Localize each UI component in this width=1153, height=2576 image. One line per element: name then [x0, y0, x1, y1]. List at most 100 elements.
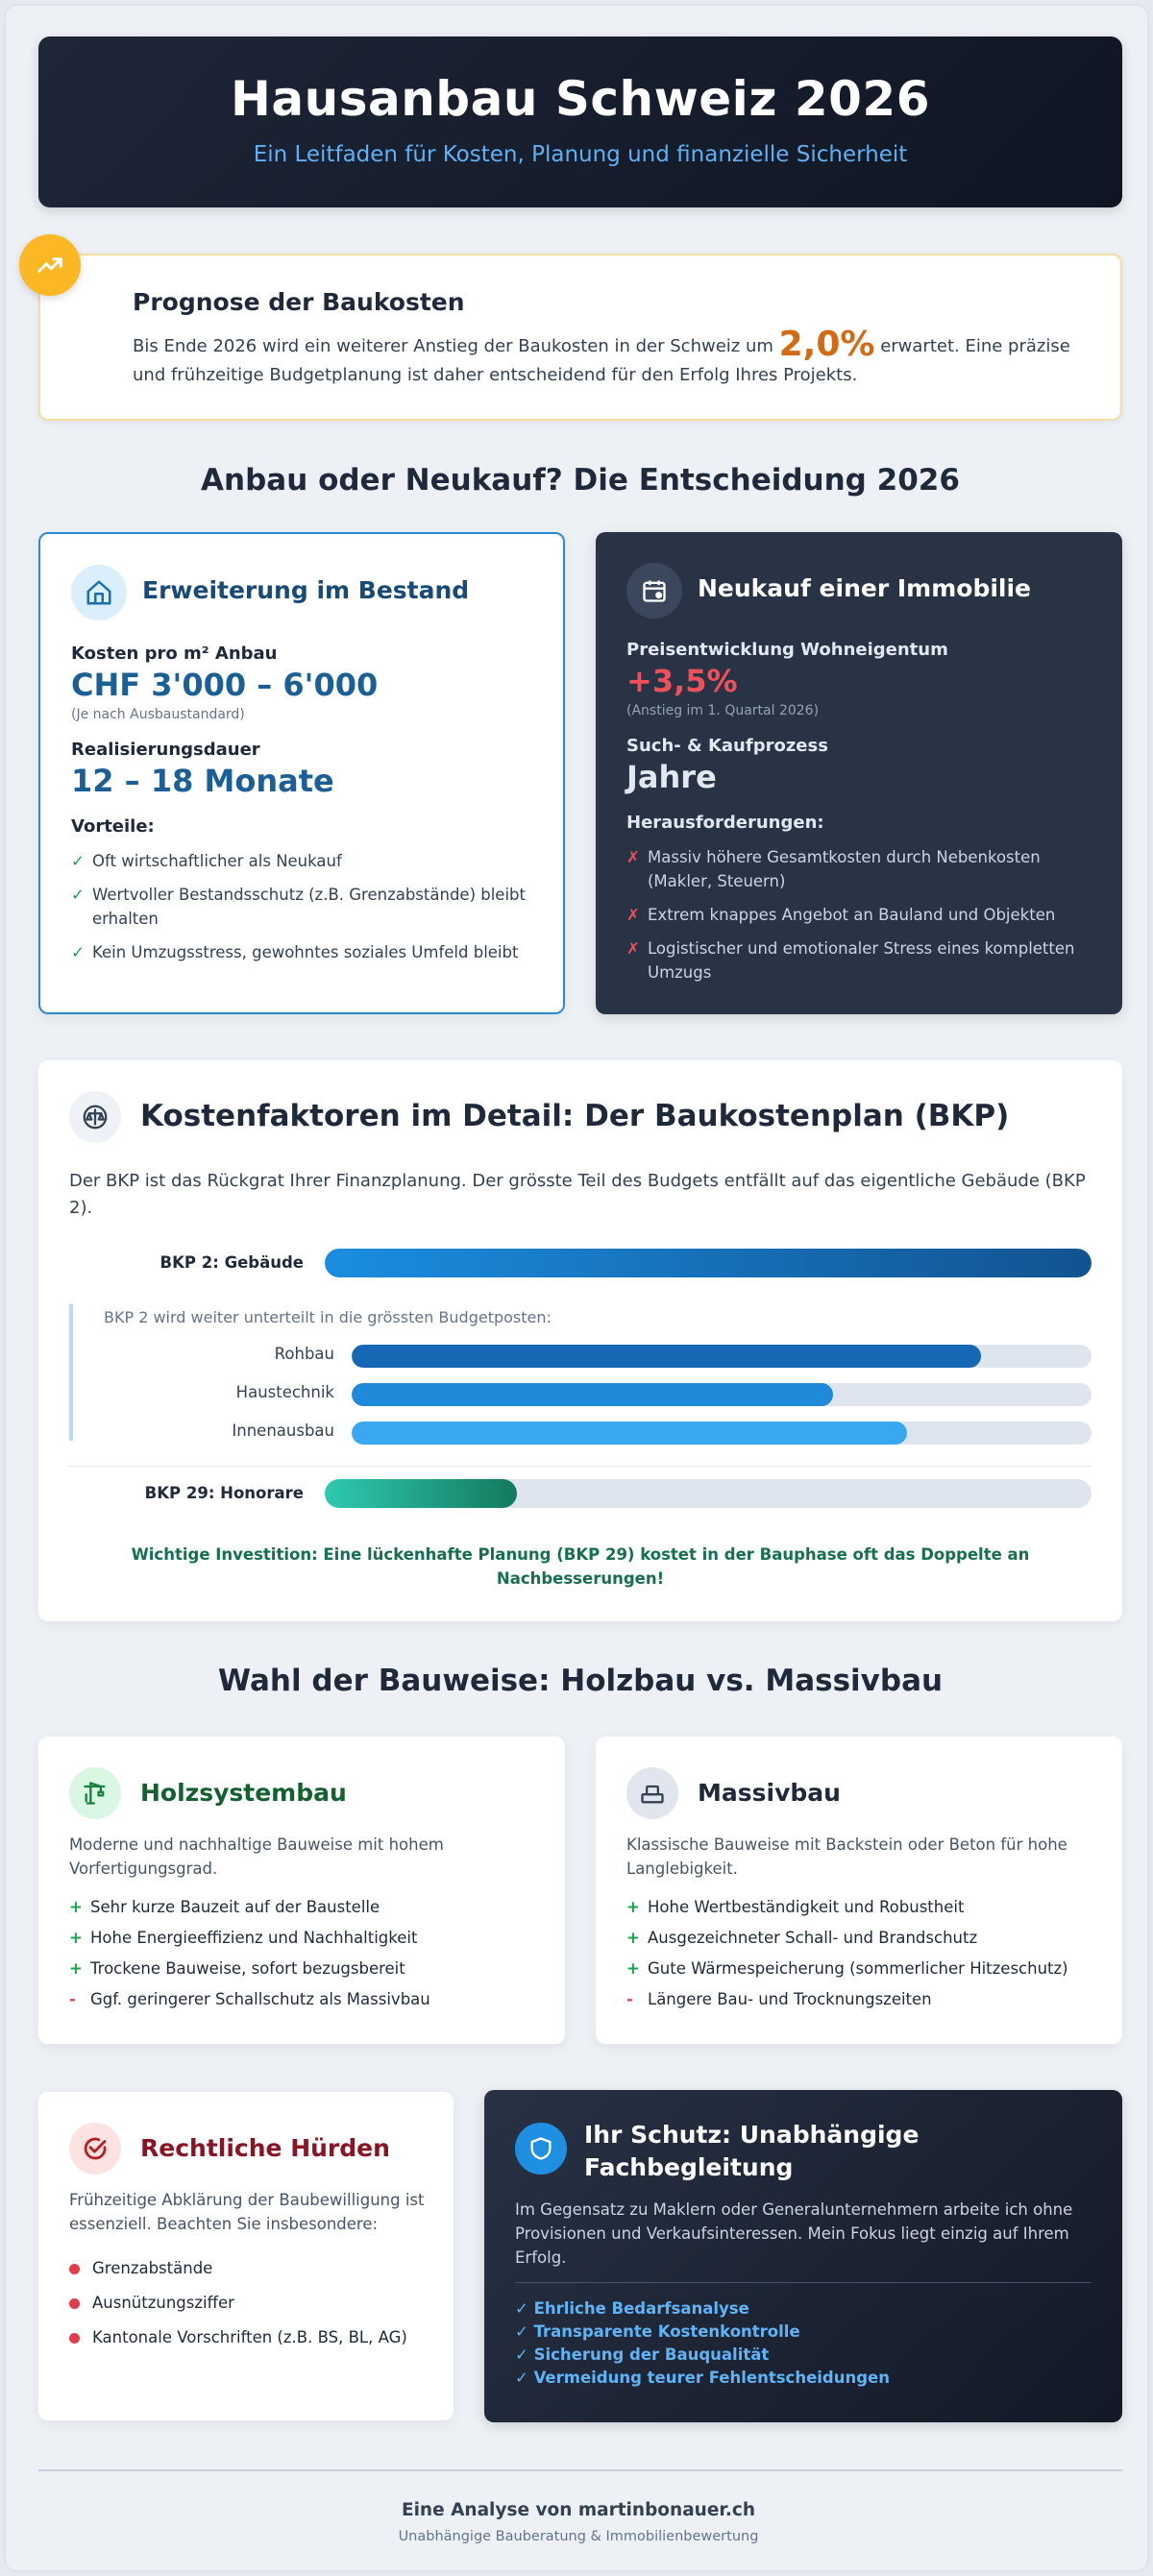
bkp-card: Kostenfaktoren im Detail: Der Baukostenp… [38, 1060, 1122, 1621]
forecast-text-before: Bis Ende 2026 wird ein weiterer Anstieg … [133, 336, 773, 356]
protection-card: Ihr Schutz: Unabhängige Fachbegleitung I… [484, 2090, 1122, 2422]
extension-title: Erweiterung im Bestand [142, 576, 470, 604]
forecast-text-after: erwartet. Eine präzise und frühzeitige B… [133, 336, 1070, 385]
wood-desc: Moderne und nachhaltige Bauweise mit hoh… [69, 1835, 444, 1878]
solid-title: Massivbau [698, 1779, 841, 1807]
purchase-cons-label: Herausforderungen: [626, 813, 824, 833]
list-item: Grenzabstände [69, 2251, 407, 2286]
list-item: + Hohe Wertbeständigkeit und Robustheit [626, 1892, 1068, 1923]
bkp-intro: Der BKP ist das Rückgrat Ihrer Finanzpla… [69, 1171, 1086, 1218]
list-item: - Längere Bau- und Trocknungszeiten [626, 1984, 1068, 2015]
list-item: ✗ Extrem knappes Angebot an Bauland und O… [626, 903, 1078, 927]
check-icon: ✓ [71, 943, 85, 961]
bkp-sub-bar-track [352, 1422, 1092, 1445]
list-item: + Hohe Energieeffizienz und Nachhaltigkei… [69, 1923, 430, 1954]
bkp-sub-bar-fill [352, 1383, 833, 1406]
bkp-main-bar-track [325, 1249, 1092, 1277]
protection-title: Ihr Schutz: Unabhängige Fachbegleitung [584, 2121, 920, 2181]
page-title: Hausanbau Schweiz 2026 [231, 71, 930, 127]
list-item: ✓ Oft wirtschaftlicher als Neukauf [71, 849, 542, 873]
legal-card: Rechtliche Hürden Frühzeitige Abklärung … [38, 2092, 454, 2420]
check-icon: ✓ [71, 852, 85, 870]
page: Hausanbau Schweiz 2026 Ein Leitfaden für… [4, 4, 1149, 2572]
extension-cost-label: Kosten pro m² Anbau [71, 644, 278, 664]
wood-list: + Sehr kurze Bauzeit auf der Baustelle + H… [69, 1892, 430, 2015]
trending-up-icon [19, 234, 81, 296]
sub-section-divider [69, 1304, 73, 1441]
list-item: + Sehr kurze Bauzeit auf der Baustelle [69, 1892, 430, 1923]
extension-cost-value: CHF 3'000 – 6'000 [71, 667, 379, 703]
brick-icon [626, 1767, 678, 1819]
list-item: ✓ Wertvoller Bestandsschutz (z.B. Grenzab… [71, 883, 542, 931]
plus-icon: + [69, 1929, 83, 1947]
plus-icon: + [69, 1898, 83, 1916]
bullet-icon [69, 2298, 80, 2309]
wood-title: Holzsystembau [140, 1779, 347, 1807]
bkp-sub-bar-label: Rohbau [274, 1345, 334, 1363]
footer-title: Eine Analyse von martinbonauer.ch [401, 2500, 756, 2520]
construction-section-title: Wahl der Bauweise: Holzbau vs. Massivbau [217, 1664, 944, 1698]
list-item: ✓ Transparente Kostenkontrolle [515, 2322, 800, 2341]
page-subtitle: Ein Leitfaden für Kosten, Planung und fi… [253, 142, 908, 167]
list-item: + Gute Wärmespeicherung (sommerlicher Hit… [626, 1954, 1068, 1984]
wood-card: Holzsystembau Moderne und nachhaltige Ba… [38, 1737, 565, 2044]
legal-list: Grenzabstände Ausnützungsziffer Kantonal… [69, 2251, 407, 2355]
bullet-icon [69, 2264, 80, 2274]
list-item: ✗ Massiv höhere Gesamtkosten durch Nebenk… [626, 845, 1078, 893]
decision-section-title: Anbau oder Neukauf? Die Entscheidung 202… [201, 463, 960, 498]
extension-card: Erweiterung im Bestand Kosten pro m² Anb… [38, 532, 565, 1014]
bkp-sub-bar-track [352, 1345, 1092, 1368]
bkp-fee-bar-label: BKP 29: Honorare [144, 1484, 304, 1502]
footer-divider [38, 2469, 1122, 2471]
cross-icon: ✗ [626, 939, 640, 958]
solid-card: Massivbau Klassische Bauweise mit Backst… [596, 1737, 1122, 2044]
plus-icon: + [626, 1929, 640, 1947]
list-item: Kantonale Vorschriften (z.B. BS, BL, AG) [69, 2321, 407, 2355]
bkp-fee-bar-track [325, 1479, 1092, 1508]
list-item: ✓ Ehrliche Bedarfsanalyse [515, 2299, 749, 2318]
minus-icon: - [626, 1990, 633, 2008]
plus-icon: + [626, 1898, 640, 1916]
list-item: - Ggf. geringerer Schallschutz als Massiv… [69, 1984, 430, 2015]
bkp-sub-intro: BKP 2 wird weiter unterteilt in die grös… [104, 1308, 552, 1326]
purchase-title: Neukauf einer Immobilie [698, 574, 1031, 602]
bkp-sub-bar-fill [352, 1422, 907, 1445]
check-circle-icon [69, 2123, 121, 2175]
list-item: + Trockene Bauweise, sofort bezugsbereit [69, 1954, 430, 1984]
minus-icon: - [69, 1990, 76, 2008]
plus-icon: + [69, 1959, 83, 1978]
bkp-warning: Wichtige Investition: Eine lückenhafte P… [131, 1545, 1030, 1588]
bkp-main-bar-fill [325, 1249, 1092, 1277]
list-item: Ausnützungsziffer [69, 2286, 407, 2321]
bkp-sub-bar-track [352, 1383, 1092, 1406]
solid-list: + Hohe Wertbeständigkeit und Robustheit +… [626, 1892, 1068, 2015]
divider [515, 2282, 1092, 2283]
protection-list: ✓ Ehrliche Bedarfsanalyse ✓ Transparente… [515, 2297, 890, 2390]
footer-subtitle: Unabhängige Bauberatung & Immobilienbewe… [398, 2529, 759, 2544]
purchase-price-value: +3,5% [626, 663, 738, 699]
bullet-icon [69, 2333, 80, 2344]
forecast-highlight: 2,0% [778, 325, 875, 364]
hero-header: Hausanbau Schweiz 2026 Ein Leitfaden für… [38, 36, 1122, 207]
calendar-icon [626, 563, 682, 619]
extension-cost-note: (Je nach Ausbaustandard) [71, 707, 245, 722]
divider [69, 1466, 1092, 1467]
legal-title: Rechtliche Hürden [140, 2134, 390, 2162]
list-item: ✗ Logistischer und emotionaler Stress ein… [626, 936, 1078, 984]
purchase-price-label: Preisentwicklung Wohneigentum [626, 640, 948, 660]
legal-desc: Frühzeitige Abklärung der Baubewilligung… [69, 2191, 425, 2233]
cross-icon: ✗ [626, 906, 640, 924]
bkp-sub-bar-fill [352, 1345, 981, 1368]
forecast-card: Prognose der Baukosten Bis Ende 2026 wir… [19, 234, 1122, 421]
plus-icon: + [626, 1959, 640, 1978]
house-icon [71, 565, 127, 620]
list-item: ✓ Sicherung der Bauqualität [515, 2345, 770, 2364]
bkp-title: Kostenfaktoren im Detail: Der Baukostenp… [140, 1099, 1010, 1133]
cross-icon: ✗ [626, 848, 640, 866]
bkp-fee-bar-fill [325, 1479, 517, 1508]
purchase-process-label: Such- & Kaufprozess [626, 736, 828, 756]
check-icon: ✓ [71, 886, 85, 904]
extension-duration-value: 12 – 18 Monate [71, 763, 334, 799]
shield-icon [515, 2123, 567, 2175]
purchase-process-value: Jahre [626, 759, 717, 795]
